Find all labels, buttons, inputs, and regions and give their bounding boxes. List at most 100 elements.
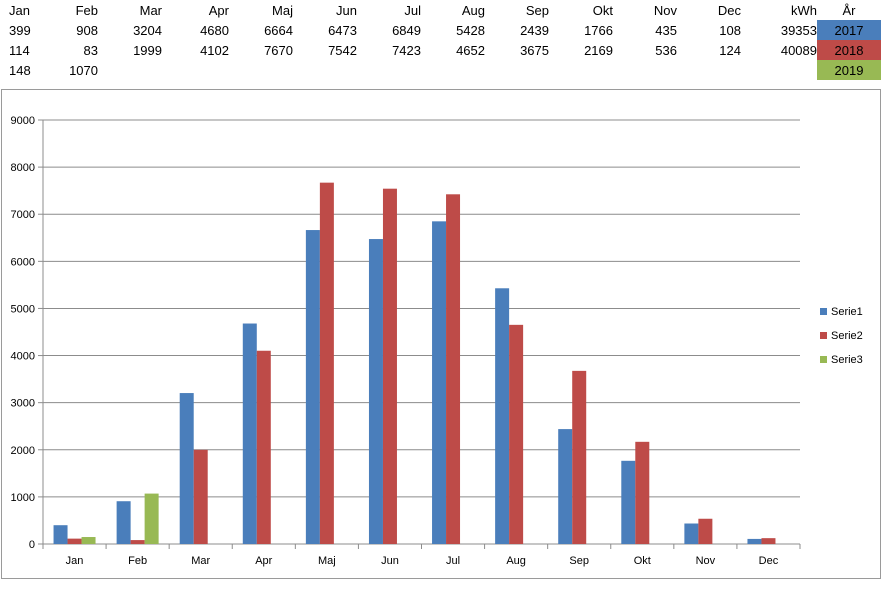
bar-serie2 [256,350,271,544]
legend-label: Serie2 [831,330,863,342]
x-tick-label: Aug [506,555,526,567]
table-cell: 148 [9,62,31,78]
table-cell: 2169 [584,42,613,58]
table-header-cell: Jul [404,2,421,18]
bar-serie2 [130,540,145,544]
table-cell [741,60,817,80]
table-header-cell: Jan [9,2,30,18]
table-cell [293,60,357,80]
table-cell: 114 [9,42,30,58]
table-header-cell: Maj [272,2,293,18]
table-cell: 399 [9,22,31,38]
table-cell: 40089 [780,42,817,58]
table-header-cell: Okt [592,2,613,18]
table-cell [357,60,421,80]
bar-serie1 [684,523,699,544]
bar-serie2 [761,538,776,544]
bar-serie2 [319,182,334,544]
table-header-cell: Dec [717,2,741,18]
y-tick-label: 2000 [11,445,35,457]
x-tick-label: Sep [569,555,589,567]
table-cell: 4102 [200,42,229,58]
table-cell: 2439 [520,22,549,38]
bar-serie2 [67,538,82,544]
table-spacer [881,0,892,20]
bar-serie2 [193,449,208,544]
x-tick-label: Dec [759,555,779,567]
table-cell: 108 [719,22,741,38]
table-cell: 3204 [133,22,162,38]
bar-serie2 [635,441,650,544]
bar-serie3 [81,537,96,544]
year-cell: 2017 [817,20,881,40]
table-row: 399 908 3204 4680 6664 6473 6849 5428 2439 1766 43… [0,20,892,40]
table-cell [421,60,485,80]
table-cell: 1999 [133,42,162,58]
table-cell: 7542 [328,42,357,58]
y-tick-label: 7000 [11,209,35,221]
table-cell [549,60,613,80]
x-tick-label: Jan [66,555,84,567]
bar-serie1 [558,429,573,544]
table-header-cell: Mar [139,2,162,18]
table-header-cell: Apr [208,2,229,18]
table-cell [613,60,677,80]
table-row: 114 83 1999 4102 7670 7542 7423 4652 3675 2169 536… [0,40,892,60]
table-cell [677,60,741,80]
table-spacer [881,40,892,60]
y-tick-label: 0 [29,539,35,551]
table-cell: 6473 [328,22,357,38]
table-header-cell: Feb [75,2,98,18]
bar-serie2 [509,324,524,544]
bar-serie1 [621,460,636,544]
table-cell: 4652 [456,42,485,58]
bar-serie1 [116,501,131,544]
table-header-cell: Sep [525,2,549,18]
table-header-cell: Aug [461,2,485,18]
bar-serie1 [368,239,383,544]
table-cell [98,60,162,80]
year-cell: 2019 [817,60,881,80]
table-cell [485,60,549,80]
bar-serie2 [446,194,461,544]
y-tick-label: 3000 [11,398,35,410]
table-cell: 39353 [780,22,817,38]
table-header-row: Jan Feb Mar Apr Maj Jun Jul Aug Sep Okt Nov Dec kWh Å… [0,0,892,20]
table-cell: 435 [655,22,677,38]
table-cell: 1766 [584,22,613,38]
y-tick-label: 4000 [11,351,35,363]
table-cell: 908 [76,22,98,38]
table-spacer [881,20,892,40]
table-cell: 3675 [520,42,549,58]
bar-serie1 [242,323,257,544]
table-header-cell: Jun [336,2,357,18]
y-tick-label: 5000 [11,303,35,315]
table-header-cell: År [842,2,856,18]
x-tick-label: Nov [696,555,716,567]
data-table: Jan Feb Mar Apr Maj Jun Jul Aug Sep Okt Nov Dec kWh Å… [0,0,892,80]
table-spacer [881,60,892,80]
table-cell: 4680 [200,22,229,38]
x-tick-label: Apr [255,555,272,567]
chart-area: 0 1000 2000 3000 4000 5000 6000 7000 8000 9000 Jan… [1,89,881,579]
bar-serie2 [698,518,713,544]
table-cell: 1070 [69,62,98,78]
y-tick-label: 1000 [11,492,35,504]
table-row: 148 1070 2019 [0,60,892,80]
bar-serie2 [382,188,397,545]
year-cell: 2018 [817,40,881,60]
x-tick-label: Mar [191,555,210,567]
bar-serie1 [432,221,447,544]
legend-swatch-serie1 [820,308,827,315]
table-cell: 6664 [264,22,293,38]
y-tick-label: 8000 [11,162,35,174]
table-cell: 124 [719,42,741,58]
table-cell: 7670 [264,42,293,58]
bar-serie1 [179,393,194,544]
table-cell [162,60,229,80]
bar-serie3 [144,493,159,544]
table-cell [229,60,293,80]
x-tick-label: Maj [318,555,336,567]
table-cell: 83 [83,42,98,58]
x-tick-label: Jul [446,555,460,567]
